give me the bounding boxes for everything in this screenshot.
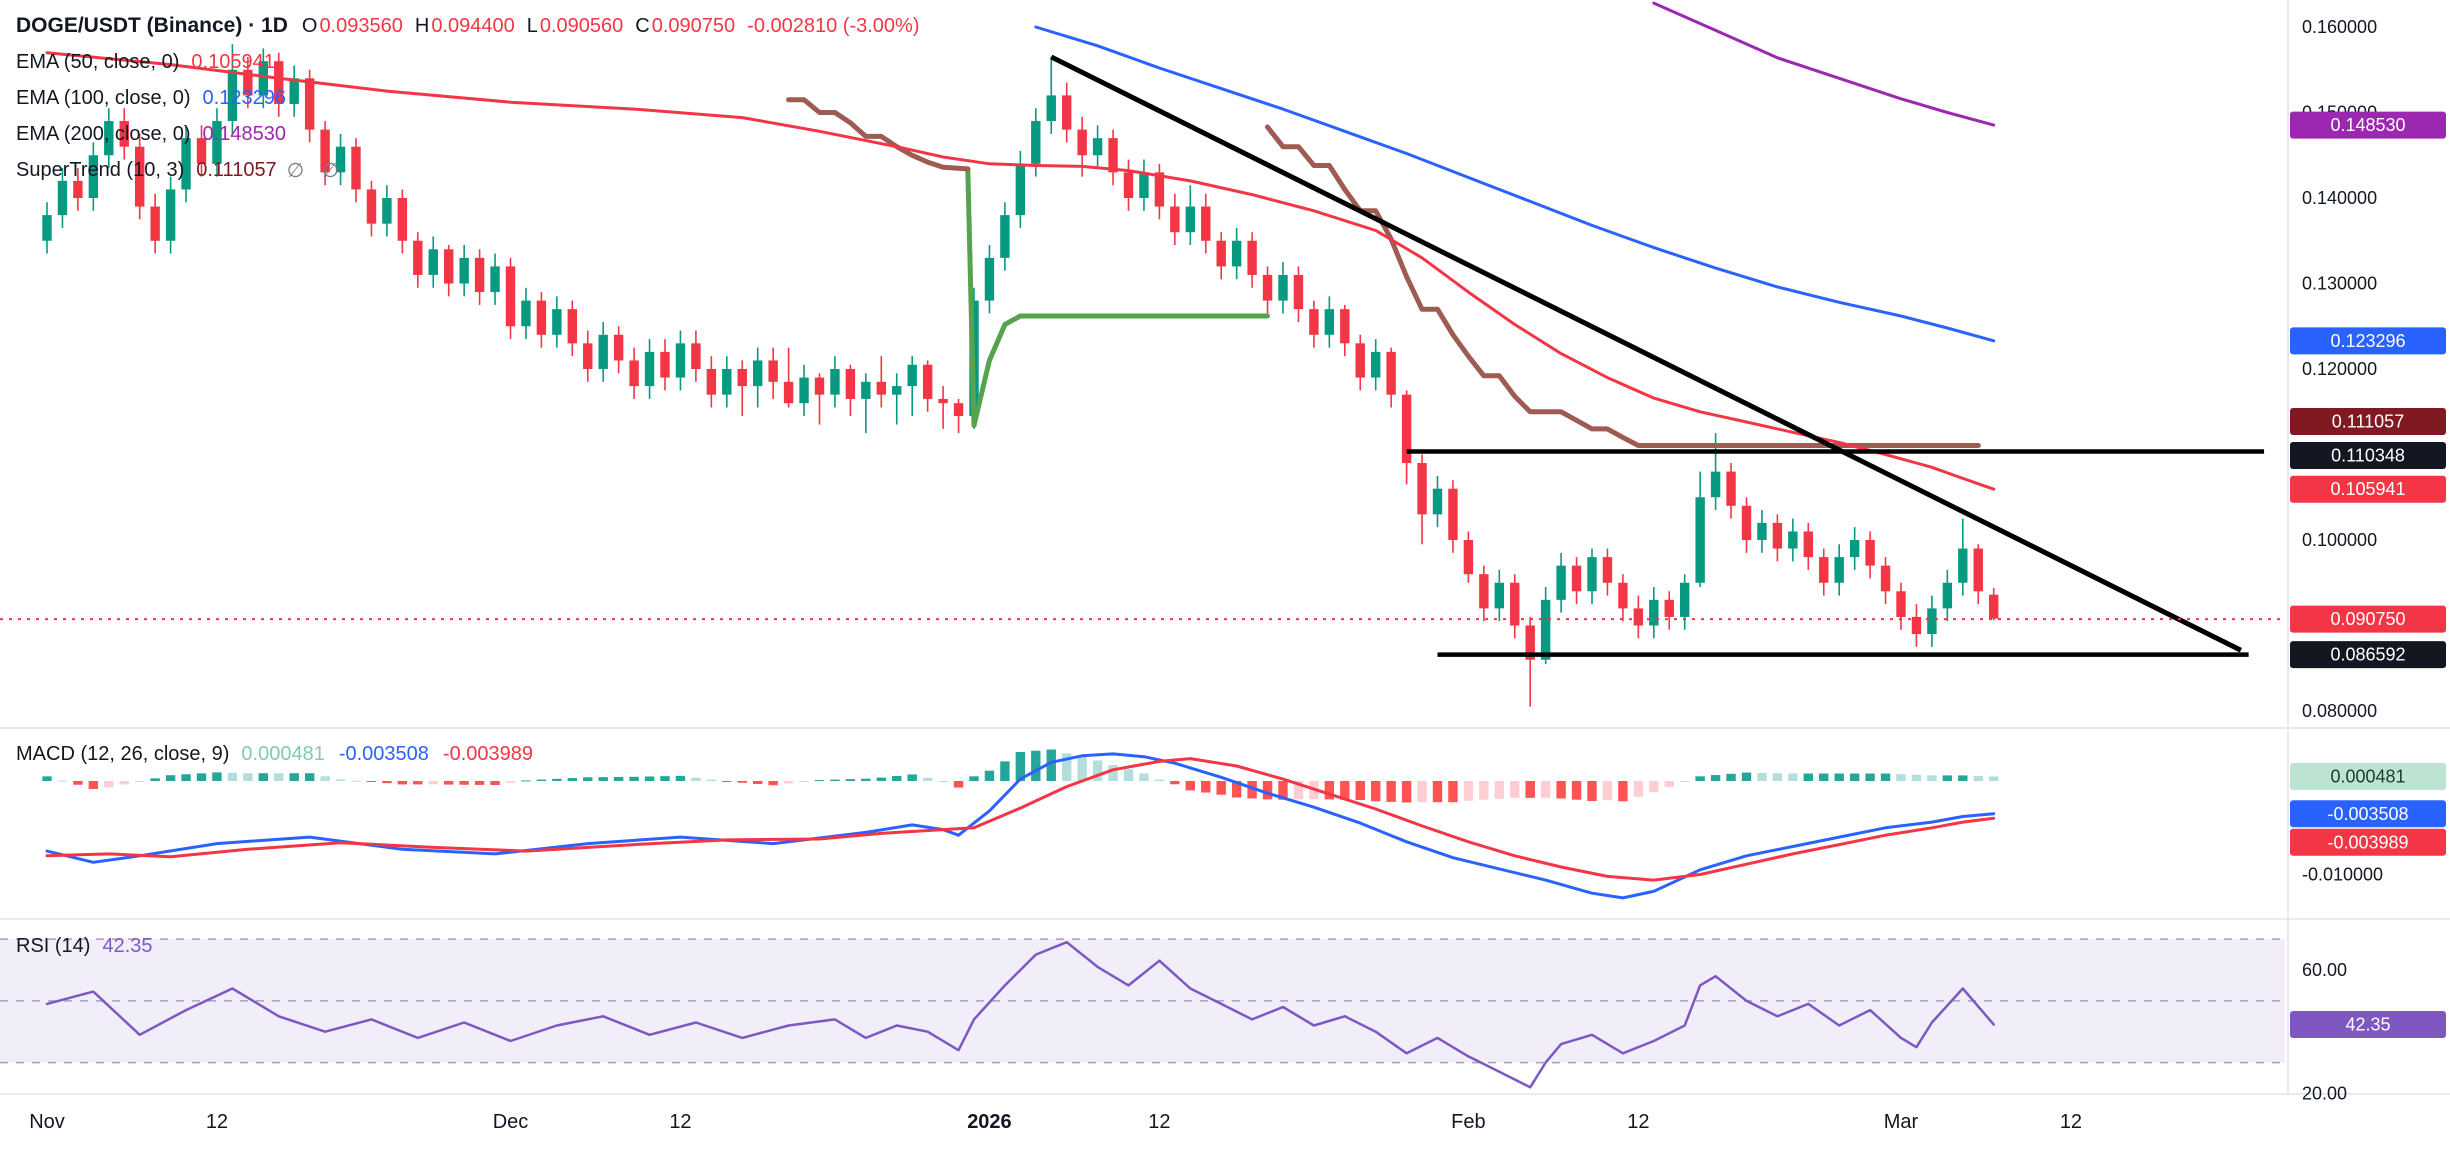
svg-text:0.148530: 0.148530 [2330, 115, 2405, 135]
svg-text:60.00: 60.00 [2302, 960, 2347, 980]
svg-text:12: 12 [2060, 1111, 2082, 1133]
price-legend: DOGE/USDT (Binance) · 1D O 0.093560 H 0.09… [16, 8, 919, 188]
legend-macd-row[interactable]: MACD (12, 26, close, 9) 0.000481 -0.0035… [16, 736, 547, 772]
price-axis-badges: 0.148530 0.123296 0.111057 0.110348 0.105941… [2290, 111, 2446, 1038]
svg-text:0.111057: 0.111057 [2332, 411, 2404, 431]
svg-text:0.110348: 0.110348 [2331, 446, 2405, 466]
rsi-line [45, 940, 1995, 1089]
svg-text:-0.003989: -0.003989 [2327, 832, 2408, 852]
svg-text:2026: 2026 [967, 1111, 1012, 1133]
ema200-label: EMA (200, close, 0) [16, 122, 191, 145]
legend-rsi-row[interactable]: RSI (14) 42.35 [16, 928, 153, 964]
svg-text:0.000481: 0.000481 [2330, 767, 2405, 787]
macd-hist-value: 0.000481 [241, 742, 325, 765]
price-axis[interactable]: 0.1600000.1500000.1400000.1300000.120000… [2302, 17, 2383, 1103]
rsi-value: 42.35 [102, 934, 153, 957]
ema200-line [1652, 1, 1996, 127]
macd-signal-value: -0.003989 [442, 742, 533, 765]
ema50-value: 0.105941 [191, 50, 275, 73]
ema50-label: EMA (50, close, 0) [16, 50, 180, 73]
svg-text:12: 12 [1627, 1111, 1649, 1133]
svg-text:12: 12 [669, 1111, 691, 1133]
horizontal-lines[interactable] [1406, 449, 2265, 657]
ohlc-close: C 0.090750 [635, 14, 736, 37]
svg-text:42.35: 42.35 [2345, 1014, 2390, 1034]
svg-text:-0.003508: -0.003508 [2327, 804, 2408, 824]
ohlc-change: -0.002810 (-3.00%) [747, 14, 920, 37]
trendline[interactable] [1050, 54, 2243, 653]
legend-ema100-row[interactable]: EMA (100, close, 0) 0.123296 [16, 80, 919, 116]
svg-text:-0.010000: -0.010000 [2302, 865, 2383, 885]
macd-histogram [42, 749, 1999, 803]
macd-lines [45, 752, 1996, 900]
svg-text:0.100000: 0.100000 [2302, 530, 2377, 550]
symbol-title: DOGE/USDT (Binance) · 1D [16, 14, 288, 37]
svg-text:20.00: 20.00 [2302, 1083, 2347, 1103]
ema100-value: 0.123296 [202, 86, 286, 109]
svg-text:12: 12 [1148, 1111, 1170, 1133]
supertrend-down-line [965, 166, 1270, 428]
svg-text:Feb: Feb [1451, 1111, 1485, 1133]
legend-ema50-row[interactable]: EMA (50, close, 0) 0.105941 [16, 44, 919, 80]
legend-supertrend-row[interactable]: SuperTrend (10, 3) 0.111057 ∅ ∅ [16, 152, 919, 188]
macd-line-value: -0.003508 [338, 742, 429, 765]
macd-label: MACD (12, 26, close, 9) [16, 742, 230, 765]
rsi-band [0, 938, 2285, 1064]
svg-text:0.123296: 0.123296 [2330, 331, 2405, 351]
svg-text:0.105941: 0.105941 [2330, 479, 2405, 499]
svg-text:0.090750: 0.090750 [2330, 609, 2405, 629]
legend-ema200-row[interactable]: EMA (200, close, 0) 0.148530 [16, 116, 919, 152]
svg-text:Nov: Nov [29, 1111, 65, 1133]
supertrend-up-line [786, 97, 1981, 448]
ema100-line [1034, 25, 1996, 343]
svg-text:Dec: Dec [493, 1111, 529, 1133]
svg-text:0.140000: 0.140000 [2302, 188, 2377, 208]
svg-text:0.086592: 0.086592 [2330, 645, 2405, 665]
rsi-label: RSI (14) [16, 934, 91, 957]
macd-legend: MACD (12, 26, close, 9) 0.000481 -0.0035… [16, 736, 547, 772]
svg-text:12: 12 [206, 1111, 228, 1133]
ema100-label: EMA (100, close, 0) [16, 86, 191, 109]
ohlc-low: L 0.090560 [526, 14, 624, 37]
svg-text:Mar: Mar [1884, 1111, 1919, 1133]
legend-symbol-row[interactable]: DOGE/USDT (Binance) · 1D O 0.093560 H 0.09… [16, 8, 919, 44]
candles [42, 44, 1999, 707]
supertrend-label: SuperTrend (10, 3) [16, 158, 185, 181]
ohlc-high: H 0.094400 [414, 14, 515, 37]
ema50-line [45, 51, 1996, 491]
svg-text:0.160000: 0.160000 [2302, 17, 2377, 37]
rsi-legend: RSI (14) 42.35 [16, 928, 153, 964]
ema200-value: 0.148530 [202, 122, 286, 145]
time-axis[interactable]: Nov 12 Dec 12 2026 12 Feb 12 Mar 12 [29, 1111, 2082, 1133]
ohlc-open: O 0.093560 [301, 14, 403, 37]
svg-text:0.080000: 0.080000 [2302, 701, 2377, 721]
supertrend-value: 0.111057 [196, 158, 277, 181]
svg-text:0.120000: 0.120000 [2302, 359, 2377, 379]
svg-text:0.130000: 0.130000 [2302, 274, 2377, 294]
pane-separators [0, 0, 2450, 1095]
supertrend-empty-values-icon: ∅ ∅ [286, 159, 346, 182]
